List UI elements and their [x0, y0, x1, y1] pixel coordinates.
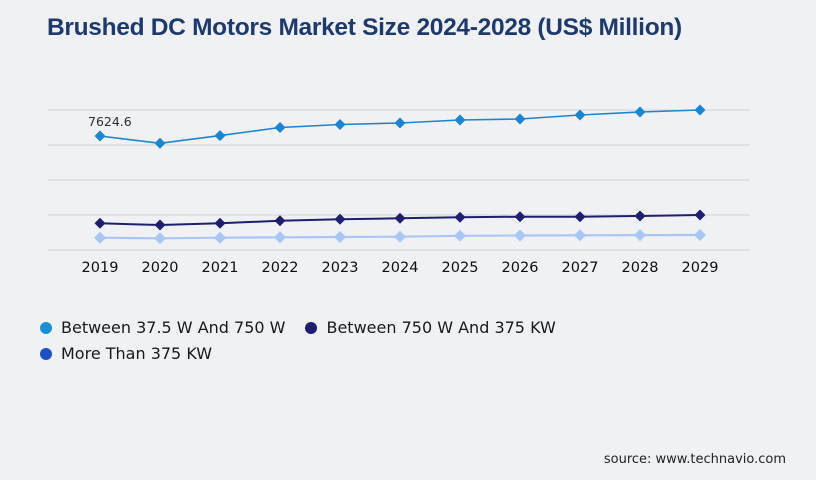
data-point-marker [334, 230, 346, 243]
data-point-marker [394, 230, 406, 243]
data-point-marker [274, 215, 286, 227]
data-point-marker [694, 209, 706, 221]
data-point-label: 7624.6 [88, 114, 132, 129]
data-point-marker [634, 106, 646, 118]
legend-dot-icon [40, 347, 52, 360]
x-axis-label: 2021 [202, 260, 239, 276]
data-point-marker [154, 137, 166, 149]
x-axis-label: 2025 [442, 260, 479, 276]
data-point-marker [694, 104, 706, 116]
data-point-marker [94, 130, 106, 142]
x-axis-label: 2024 [382, 260, 419, 276]
legend-dot-icon [305, 321, 318, 334]
data-point-marker [574, 109, 586, 121]
data-point-marker [454, 211, 466, 223]
series-2 [94, 228, 706, 245]
legend-item-between-37-5w-and-750w: Between 37.5 W And 750 W [40, 318, 285, 337]
chart-title: Brushed DC Motors Market Size 2024-2028 … [47, 14, 682, 41]
data-point-marker [274, 231, 286, 244]
data-point-marker [94, 231, 106, 244]
legend-dot-icon [40, 321, 52, 334]
line-chart: 2019 2020 2021 2022 2023 2024 2025 2026 2027 2028… [48, 104, 750, 276]
data-point-marker [634, 229, 646, 242]
legend-item-more-than-375kw: More Than 375 KW [40, 344, 212, 363]
chart-legend: Between 37.5 W And 750 W Between 750 W A… [40, 318, 640, 363]
series-1 [94, 209, 706, 231]
x-axis-label: 2028 [622, 260, 659, 276]
data-point-marker [334, 213, 346, 225]
data-point-marker [574, 229, 586, 242]
x-axis-label: 2019 [82, 260, 119, 276]
data-point-marker [274, 121, 286, 133]
series-0 [94, 104, 706, 149]
data-point-marker [454, 229, 466, 242]
legend-item-label: Between 750 W And 375 KW [326, 318, 556, 337]
x-axis-label: 2029 [682, 260, 719, 276]
source-attribution: source: www.technavio.com [603, 452, 786, 467]
data-point-marker [154, 232, 166, 245]
data-point-marker [694, 228, 706, 241]
data-point-marker [214, 217, 226, 229]
legend-item-label: More Than 375 KW [61, 344, 213, 363]
x-axis-label: 2027 [562, 260, 599, 276]
data-point-marker [214, 130, 226, 142]
data-point-marker [514, 211, 526, 223]
data-point-marker [154, 219, 166, 231]
data-point-marker [394, 117, 406, 129]
data-point-marker [454, 114, 466, 126]
data-point-marker [394, 212, 406, 224]
data-point-marker [634, 210, 646, 222]
data-point-marker [514, 113, 526, 125]
data-point-marker [94, 217, 106, 229]
legend-item-between-750w-and-375kw: Between 750 W And 375 KW [305, 318, 556, 337]
x-axis-label: 2020 [142, 260, 179, 276]
data-point-marker [334, 118, 346, 130]
data-point-marker [214, 231, 226, 244]
x-axis-label: 2022 [262, 260, 299, 276]
data-point-marker [514, 229, 526, 242]
data-point-marker [574, 211, 586, 223]
legend-item-label: Between 37.5 W And 750 W [61, 318, 286, 337]
x-axis-label: 2023 [322, 260, 359, 276]
x-axis-label: 2026 [502, 260, 539, 276]
